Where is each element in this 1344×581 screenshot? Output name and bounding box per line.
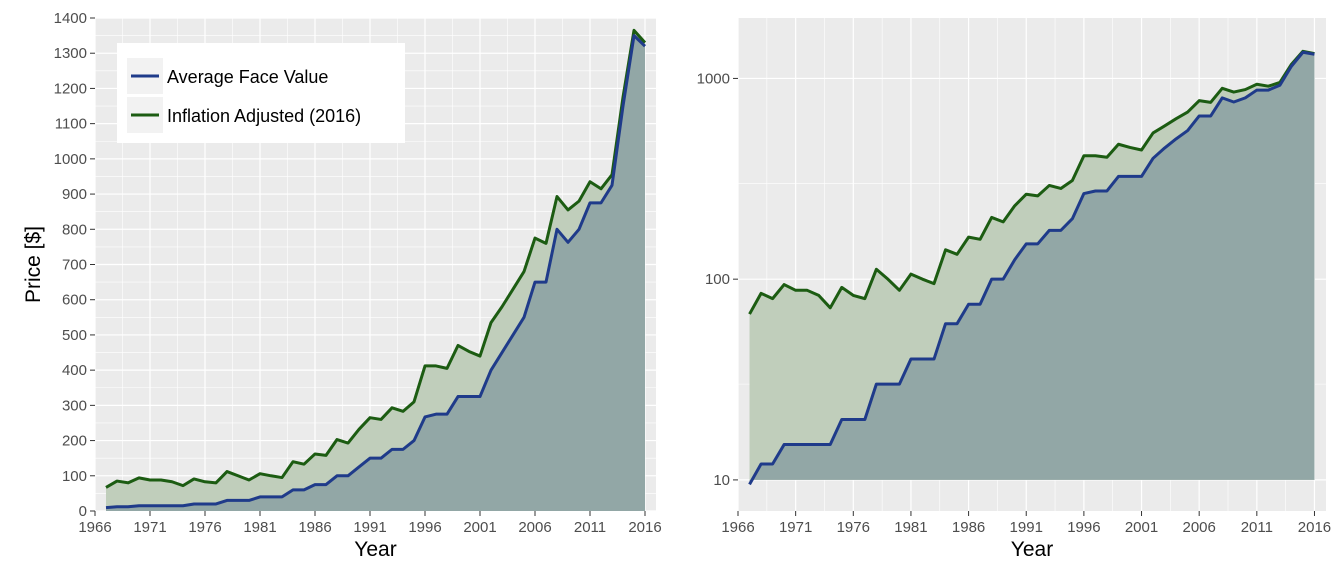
x-tick-label: 2006 bbox=[518, 519, 551, 536]
y-tick-label: 500 bbox=[62, 327, 87, 344]
x-tick-label: 1971 bbox=[133, 519, 166, 536]
y-tick-label: 700 bbox=[62, 257, 87, 274]
y-tick-label: 1300 bbox=[54, 45, 87, 62]
left-x-ticks: 1966 1971 1976 1981 1986 1991 1996 2001 2006 2011… bbox=[78, 511, 662, 536]
x-tick-label: 1976 bbox=[188, 519, 221, 536]
y-tick-label: 600 bbox=[62, 292, 87, 309]
legend-label-face-value: Average Face Value bbox=[167, 67, 328, 87]
left-face-value-line bbox=[105, 34, 647, 510]
y-tick-label: 200 bbox=[62, 433, 87, 450]
legend: Average Face Value Inflation Adjusted (2… bbox=[117, 43, 405, 143]
right-inflation-line bbox=[748, 49, 1315, 315]
x-tick-label: 2011 bbox=[574, 519, 606, 536]
left-x-axis-title: Year bbox=[354, 538, 396, 561]
x-tick-label: 1991 bbox=[1010, 519, 1043, 536]
x-tick-label: 2006 bbox=[1182, 519, 1215, 536]
x-tick-label: 2016 bbox=[628, 519, 661, 536]
x-tick-label: 1966 bbox=[78, 519, 111, 536]
x-tick-label: 1966 bbox=[721, 519, 754, 536]
left-inflation-line bbox=[105, 28, 647, 489]
y-tick-label: 400 bbox=[62, 362, 87, 379]
x-tick-label: 2001 bbox=[1125, 519, 1158, 536]
y-tick-label: 100 bbox=[62, 468, 87, 485]
x-tick-label: 2011 bbox=[1241, 519, 1273, 536]
x-tick-label: 1976 bbox=[837, 519, 870, 536]
y-tick-label: 1100 bbox=[55, 116, 87, 133]
x-tick-label: 2001 bbox=[463, 519, 496, 536]
x-tick-label: 2016 bbox=[1298, 519, 1331, 536]
x-tick-label: 1981 bbox=[243, 519, 276, 536]
x-tick-label: 1986 bbox=[298, 519, 331, 536]
y-tick-label: 1200 bbox=[54, 80, 87, 97]
x-tick-label: 1996 bbox=[1067, 519, 1100, 536]
y-tick-label: 1400 bbox=[54, 10, 87, 27]
x-tick-label: 1986 bbox=[952, 519, 985, 536]
x-tick-label: 1996 bbox=[408, 519, 441, 536]
y-tick-label: 100 bbox=[705, 271, 730, 288]
x-tick-label: 1991 bbox=[353, 519, 386, 536]
right-x-axis-title: Year bbox=[1011, 538, 1053, 561]
right-x-ticks: 1966 1971 1976 1981 1986 1991 1996 2001 2006 2011… bbox=[721, 511, 1331, 536]
y-tick-label: 900 bbox=[62, 186, 87, 203]
y-tick-label: 300 bbox=[62, 397, 87, 414]
y-tick-label: 1000 bbox=[54, 151, 87, 168]
y-tick-label: 10 bbox=[713, 472, 730, 489]
left-y-axis-title: Price [$] bbox=[22, 226, 45, 303]
right-y-ticks: 10 100 1000 bbox=[697, 70, 738, 489]
right-face-value-line bbox=[748, 50, 1315, 486]
right-plot: 1966 1971 1976 1981 1986 1991 1996 2001 2006 2011… bbox=[697, 18, 1331, 561]
y-tick-label: 0 bbox=[79, 503, 87, 520]
left-plot: 1966 1971 1976 1981 1986 1991 1996 2001 2006 2011… bbox=[22, 10, 662, 561]
right-face-value-area bbox=[749, 52, 1315, 485]
y-tick-label: 800 bbox=[62, 221, 87, 238]
legend-label-inflation: Inflation Adjusted (2016) bbox=[167, 106, 361, 126]
x-tick-label: 1971 bbox=[779, 519, 812, 536]
x-tick-label: 1981 bbox=[894, 519, 927, 536]
left-y-ticks: 0 100 200 300 400 500 600 700 800 900 1000 1100 1200… bbox=[54, 10, 95, 520]
legend-box bbox=[117, 43, 405, 143]
left-face-value-area bbox=[106, 35, 645, 511]
y-tick-label: 1000 bbox=[697, 70, 730, 87]
